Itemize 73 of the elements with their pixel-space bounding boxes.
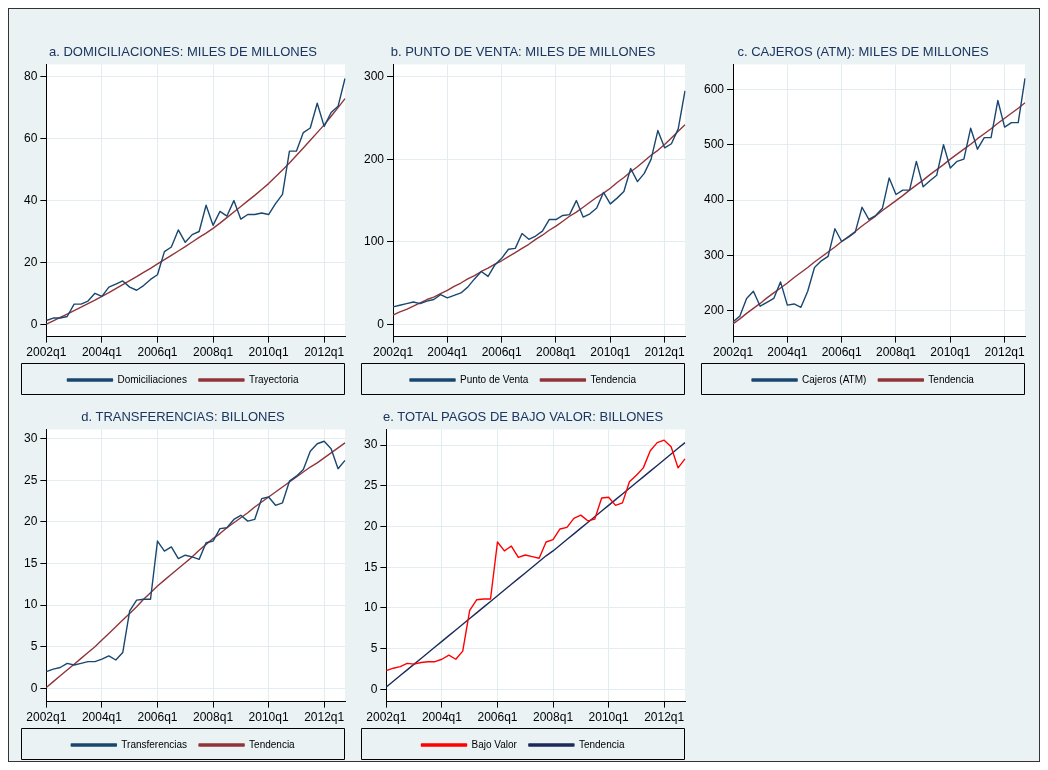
y-tick-label: 20 [23,514,38,529]
x-tick-label: 2004q1 [81,345,123,360]
x-tick-label: 2006q1 [137,710,178,725]
legend-label: Domiciliaciones [117,373,187,385]
chart-title: d. TRANSFERENCIAS: BILLONES [81,409,286,425]
y-tick-label: 200 [363,151,385,166]
x-tick-label: 2010q1 [248,710,289,725]
y-tick-label: 100 [363,234,385,249]
x-tick-label: 2006q1 [821,345,863,360]
y-tick-label: 300 [703,247,725,262]
y-tick-label: 40 [23,192,38,207]
x-tick-label: 2004q1 [81,710,123,725]
y-tick-label: 0 [377,316,385,331]
y-tick-label: 600 [703,81,725,96]
x-tick-label: 2006q1 [137,345,178,360]
x-tick-label: 2008q1 [535,345,577,360]
y-tick-label: 5 [370,640,378,655]
legend-label: Cajeros (ATM) [802,373,867,385]
y-tick-label: 30 [23,431,38,446]
legend-label: Transferencias [121,738,188,750]
y-tick-label: 25 [363,478,378,493]
x-tick-label: 2010q1 [590,345,631,360]
y-tick-label: 20 [23,254,38,269]
x-tick-label: 2002q1 [26,345,67,360]
y-tick-label: 200 [703,302,725,317]
x-tick-label: 2012q1 [304,345,345,360]
chart-title: c. CAJEROS (ATM): MILES DE MILLONES [737,44,989,60]
y-tick-label: 5 [30,639,38,654]
y-tick-label: 15 [23,555,38,570]
x-tick-label: 2002q1 [26,710,67,725]
x-tick-label: 2012q1 [984,345,1025,360]
legend-label: Tendencia [249,738,296,750]
x-tick-label: 2010q1 [248,345,289,360]
y-tick-label: 15 [363,559,378,574]
y-tick-label: 80 [23,69,38,84]
y-tick-label: 20 [363,518,378,533]
y-tick-label: 400 [703,192,725,207]
x-tick-label: 2010q1 [930,345,971,360]
legend-label: Punto de Venta [460,373,529,385]
legend-label: Tendencia [928,373,975,385]
y-tick-label: 500 [703,137,725,152]
x-tick-label: 2002q1 [713,345,754,360]
x-tick-label: 2008q1 [193,345,234,360]
chart-title: e. TOTAL PAGOS DE BAJO VALOR: BILLONES [382,409,664,425]
legend-label: Bajo Valor [471,738,518,750]
chart-title: a. DOMICILIACIONES: MILES DE MILLONES [48,44,318,60]
x-tick-label: 2008q1 [875,345,917,360]
y-tick-label: 10 [23,597,38,612]
y-tick-label: 60 [23,131,38,146]
x-tick-label: 2002q1 [366,710,407,725]
x-tick-label: 2006q1 [481,345,523,360]
y-tick-label: 0 [30,680,38,695]
legend-label: Tendencia [578,738,625,750]
x-tick-label: 2012q1 [644,710,685,725]
x-tick-label: 2012q1 [304,710,345,725]
y-tick-label: 300 [363,69,385,84]
x-tick-label: 2008q1 [533,710,574,725]
y-tick-label: 25 [23,472,38,487]
legend-label: Trayectoria [248,373,299,385]
y-tick-label: 10 [363,600,378,615]
x-tick-label: 2004q1 [427,345,468,360]
x-tick-label: 2010q1 [588,710,629,725]
y-tick-label: 0 [370,681,378,696]
x-tick-label: 2008q1 [193,710,234,725]
x-tick-label: 2004q1 [767,345,808,360]
x-tick-label: 2006q1 [477,710,518,725]
x-tick-label: 2004q1 [421,710,463,725]
legend-label: Tendencia [590,373,637,385]
chart-title: b. PUNTO DE VENTA: MILES DE MILLONES [390,44,656,60]
y-tick-label: 30 [363,437,378,452]
x-tick-label: 2012q1 [644,345,685,360]
x-tick-label: 2002q1 [373,345,414,360]
y-tick-label: 0 [30,316,38,331]
